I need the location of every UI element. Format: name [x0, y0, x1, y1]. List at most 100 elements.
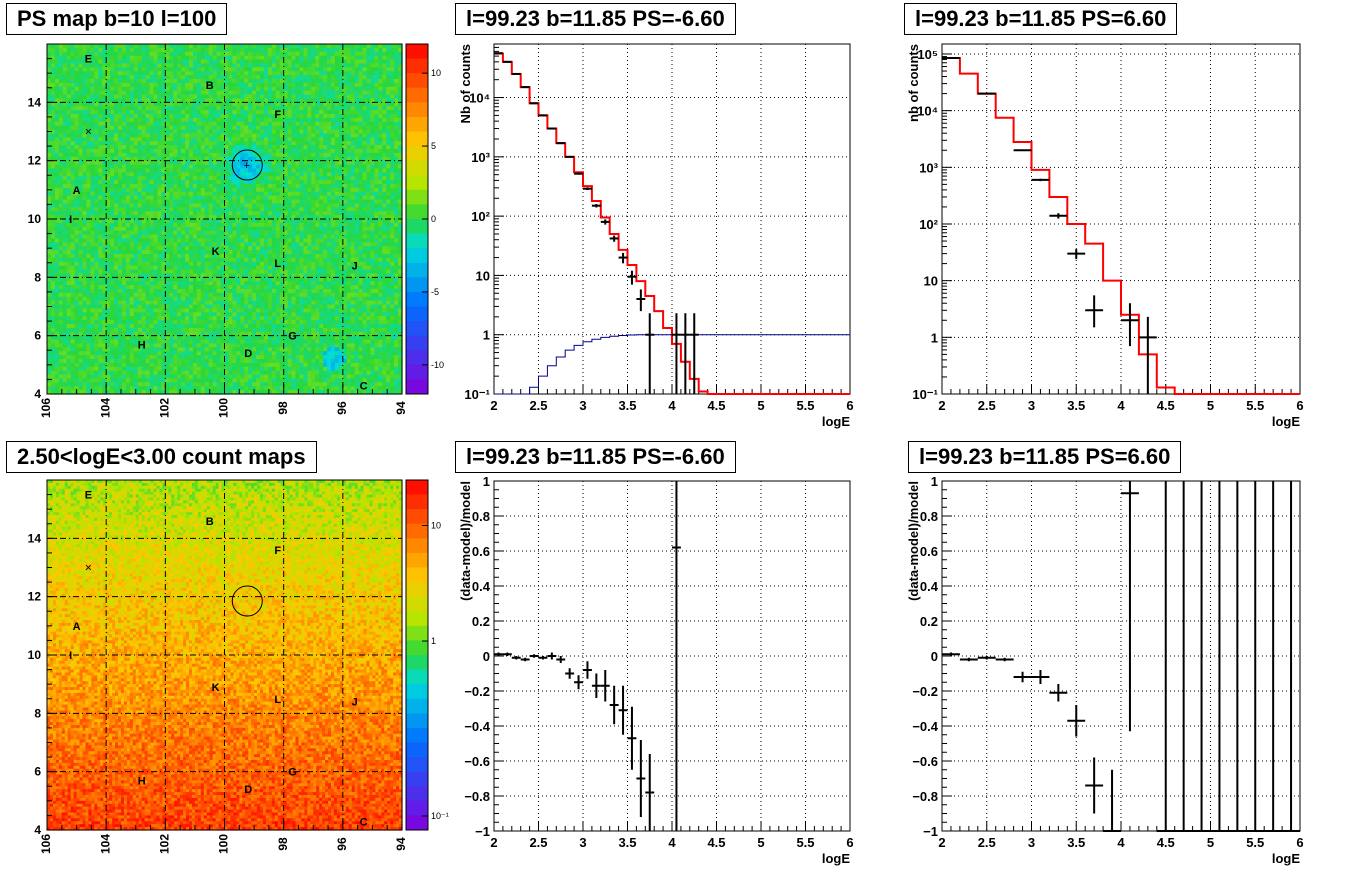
- heatmap-cell: [149, 180, 155, 185]
- heatmap-cell: [342, 246, 348, 251]
- heatmap-cell: [78, 90, 84, 96]
- heatmap-cell: [220, 207, 226, 212]
- heatmap-cell: [78, 133, 84, 138]
- heatmap-cell: [331, 59, 336, 65]
- heatmap-cell: [129, 199, 135, 205]
- heatmap-cell: [58, 152, 64, 158]
- heatmap-cell: [157, 121, 162, 127]
- heatmap-cell: [342, 180, 348, 185]
- heatmap-cell: [303, 176, 308, 181]
- heatmap-cell: [169, 238, 174, 243]
- heatmap-cell: [299, 71, 304, 76]
- heatmap-cell: [224, 44, 230, 49]
- heatmap-cell: [189, 141, 194, 146]
- heatmap-cell: [82, 226, 88, 232]
- heatmap-cell: [165, 180, 170, 185]
- heatmap-cell: [350, 254, 356, 259]
- heatmap-cell: [350, 160, 356, 166]
- heatmap-cell: [118, 71, 123, 76]
- heatmap-cell: [196, 71, 202, 76]
- heatmap-cell: [244, 125, 249, 131]
- heatmap-cell: [106, 222, 111, 228]
- heatmap-cell: [114, 207, 119, 212]
- heatmap-cell: [275, 51, 281, 57]
- heatmap-cell: [327, 59, 332, 65]
- heatmap-cell: [185, 82, 190, 88]
- heatmap-cell: [398, 106, 403, 111]
- heatmap-cell: [157, 98, 162, 103]
- heatmap-cell: [90, 79, 95, 84]
- heatmap-cell: [271, 79, 277, 84]
- heatmap-cell: [90, 203, 95, 208]
- heatmap-cell: [366, 195, 372, 201]
- heatmap-cell: [153, 94, 159, 100]
- heatmap-cell: [189, 79, 194, 84]
- heatmap-cell: [157, 230, 162, 236]
- heatmap-cell: [110, 168, 115, 173]
- heatmap-cell: [102, 156, 107, 162]
- heatmap-cell: [216, 199, 222, 205]
- heatmap-cell: [271, 246, 277, 251]
- heatmap-cell: [145, 117, 151, 123]
- heatmap-cell: [200, 250, 206, 255]
- heatmap-cell: [118, 67, 123, 72]
- heatmap-cell: [295, 215, 301, 220]
- heatmap-cell: [338, 141, 344, 146]
- heatmap-cell: [240, 90, 245, 96]
- heatmap-cell: [398, 195, 403, 201]
- heatmap-cell: [189, 195, 194, 201]
- heatmap-cell: [338, 67, 344, 72]
- heatmap-cell: [106, 55, 111, 61]
- heatmap-cell: [287, 133, 293, 138]
- heatmap-cell: [129, 242, 135, 247]
- heatmap-cell: [78, 242, 84, 247]
- heatmap-cell: [86, 67, 91, 72]
- heatmap-cell: [145, 152, 151, 158]
- heatmap-cell: [189, 67, 194, 72]
- heatmap-cell: [295, 172, 301, 177]
- heatmap-cell: [244, 215, 249, 220]
- heatmap-cell: [390, 114, 395, 119]
- heatmap-cell: [82, 149, 88, 154]
- heatmap-cell: [291, 226, 297, 232]
- heatmap-cell: [342, 63, 348, 68]
- heatmap-cell: [319, 180, 324, 185]
- heatmap-cell: [287, 222, 293, 228]
- heatmap-cell: [62, 203, 68, 208]
- heatmap-cell: [307, 207, 312, 212]
- heatmap-cell: [189, 90, 194, 96]
- heatmap-cell: [232, 67, 237, 72]
- heatmap-cell: [291, 86, 297, 92]
- heatmap-cell: [74, 254, 80, 259]
- heatmap-cell: [350, 79, 356, 84]
- heatmap-cell: [145, 114, 151, 119]
- heatmap-cell: [82, 55, 88, 61]
- heatmap-cell: [192, 222, 198, 228]
- heatmap-cell: [291, 67, 297, 72]
- heatmap-cell: [177, 172, 182, 177]
- heatmap-cell: [394, 141, 399, 146]
- heatmap-cell: [121, 226, 127, 232]
- heatmap-cell: [295, 184, 301, 189]
- heatmap-cell: [110, 71, 115, 76]
- heatmap-cell: [149, 149, 155, 154]
- heatmap-cell: [386, 156, 391, 162]
- heatmap-cell: [303, 242, 308, 247]
- heatmap-cell: [386, 230, 391, 236]
- heatmap-cell: [133, 187, 139, 193]
- heatmap-cell: [228, 90, 233, 96]
- heatmap-cell: [232, 203, 237, 208]
- heatmap-cell: [118, 219, 123, 224]
- heatmap-cell: [153, 156, 159, 162]
- heatmap-cell: [185, 219, 190, 224]
- heatmap-cell: [279, 226, 285, 232]
- heatmap-cell: [78, 234, 84, 240]
- heatmap-cell: [323, 176, 328, 181]
- heatmap-cell: [327, 63, 332, 68]
- heatmap-cell: [267, 145, 273, 150]
- heatmap-cell: [299, 195, 304, 201]
- heatmap-cell: [271, 63, 277, 68]
- heatmap-cell: [192, 211, 198, 216]
- heatmap-cell: [169, 47, 174, 53]
- heatmap-cell: [378, 226, 383, 232]
